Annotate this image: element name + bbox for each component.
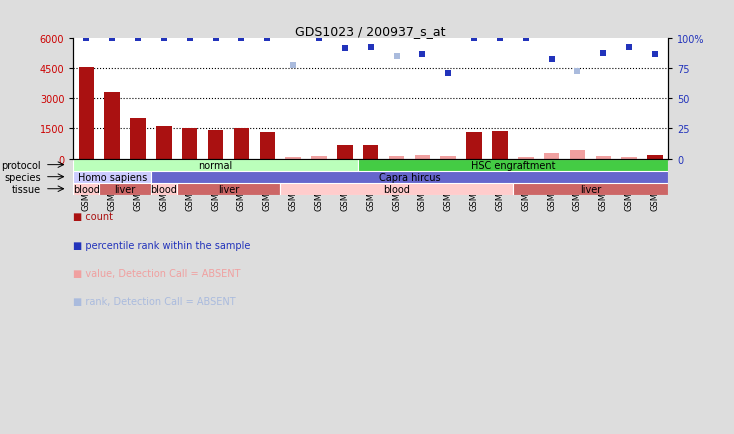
Bar bbox=[311, 157, 327, 159]
Text: blood: blood bbox=[73, 184, 100, 194]
Bar bbox=[99, 183, 151, 195]
Text: normal: normal bbox=[198, 160, 233, 170]
Point bbox=[339, 45, 351, 52]
Bar bbox=[151, 171, 668, 183]
Point bbox=[572, 68, 584, 75]
Bar bbox=[570, 150, 585, 159]
Point bbox=[649, 51, 661, 58]
Point bbox=[236, 36, 247, 43]
Text: HSC engraftment: HSC engraftment bbox=[470, 160, 555, 170]
Bar bbox=[156, 127, 172, 159]
Point bbox=[132, 36, 144, 43]
Text: protocol: protocol bbox=[1, 160, 40, 170]
Point bbox=[494, 36, 506, 43]
Bar bbox=[104, 93, 120, 159]
Bar bbox=[208, 130, 223, 159]
Point bbox=[623, 44, 635, 51]
Point bbox=[468, 36, 480, 43]
Bar bbox=[79, 68, 94, 159]
Bar bbox=[73, 171, 151, 183]
Text: blood: blood bbox=[150, 184, 178, 194]
Bar bbox=[73, 159, 357, 171]
Point bbox=[597, 50, 609, 57]
Bar bbox=[647, 155, 663, 159]
Bar bbox=[363, 145, 379, 159]
Bar bbox=[389, 157, 404, 159]
Point bbox=[313, 36, 325, 43]
Point bbox=[520, 36, 531, 43]
Bar bbox=[440, 157, 456, 159]
Point bbox=[390, 54, 402, 61]
Point bbox=[287, 62, 299, 69]
Bar bbox=[518, 158, 534, 159]
Point bbox=[365, 44, 377, 51]
Bar bbox=[182, 129, 197, 159]
Text: blood: blood bbox=[383, 184, 410, 194]
Bar bbox=[466, 132, 482, 159]
Bar bbox=[286, 158, 301, 159]
Text: ■ value, Detection Call = ABSENT: ■ value, Detection Call = ABSENT bbox=[73, 269, 241, 278]
Bar bbox=[177, 183, 280, 195]
Bar bbox=[233, 129, 249, 159]
Bar bbox=[337, 145, 352, 159]
Point bbox=[210, 36, 222, 43]
Bar bbox=[595, 157, 611, 159]
Text: Capra hircus: Capra hircus bbox=[379, 172, 440, 182]
Point bbox=[416, 51, 428, 58]
Point bbox=[261, 36, 273, 43]
Bar bbox=[493, 131, 508, 159]
Bar bbox=[73, 183, 99, 195]
Point bbox=[158, 36, 170, 43]
Text: tissue: tissue bbox=[12, 184, 40, 194]
Text: ■ count: ■ count bbox=[73, 212, 113, 222]
Bar bbox=[130, 119, 146, 159]
Point bbox=[106, 36, 118, 43]
Text: liver: liver bbox=[580, 184, 601, 194]
Text: ■ percentile rank within the sample: ■ percentile rank within the sample bbox=[73, 240, 251, 250]
Point bbox=[443, 70, 454, 77]
Bar bbox=[357, 159, 668, 171]
Text: ■ rank, Detection Call = ABSENT: ■ rank, Detection Call = ABSENT bbox=[73, 297, 236, 306]
Text: Homo sapiens: Homo sapiens bbox=[78, 172, 147, 182]
Point bbox=[184, 36, 195, 43]
Text: species: species bbox=[4, 172, 40, 182]
Bar bbox=[260, 132, 275, 159]
Bar bbox=[151, 183, 177, 195]
Bar bbox=[622, 158, 637, 159]
Title: GDS1023 / 200937_s_at: GDS1023 / 200937_s_at bbox=[295, 25, 446, 38]
Bar bbox=[415, 155, 430, 159]
Bar bbox=[513, 183, 668, 195]
Point bbox=[81, 36, 92, 43]
Bar bbox=[280, 183, 513, 195]
Bar bbox=[544, 153, 559, 159]
Point bbox=[546, 56, 558, 63]
Text: liver: liver bbox=[115, 184, 136, 194]
Text: liver: liver bbox=[218, 184, 239, 194]
